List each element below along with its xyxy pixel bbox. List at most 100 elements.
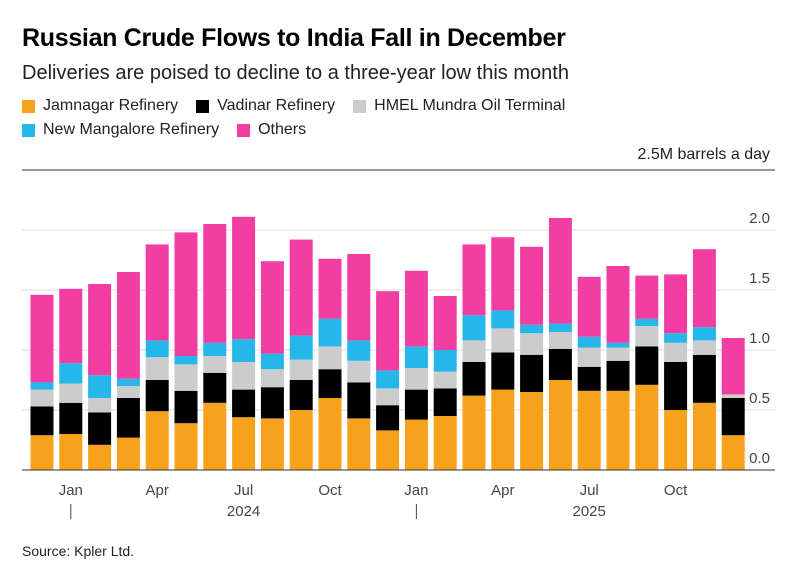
bar-segment	[606, 360, 630, 391]
bar-segment	[520, 324, 544, 334]
bar-segment	[203, 224, 227, 343]
legend-swatch-vadinar	[196, 99, 210, 113]
bar-segment	[116, 398, 140, 438]
bar-segment	[433, 388, 457, 416]
bar-segment	[404, 270, 428, 347]
bar-segment	[232, 216, 256, 340]
bar-segment	[145, 340, 169, 358]
legend: Jamnagar Refinery Vadinar Refinery HMEL …	[22, 95, 762, 143]
bar-segment	[116, 386, 140, 398]
bar-segment	[59, 434, 83, 470]
bar-segment	[404, 346, 428, 368]
legend-row-2: New Mangalore Refinery Others	[22, 119, 762, 141]
bar-segment	[347, 360, 371, 383]
bar-segment	[548, 218, 572, 324]
bar-segment	[145, 411, 169, 470]
bar-segment	[606, 347, 630, 361]
bar-segment	[606, 390, 630, 470]
legend-swatch-jamnagar	[22, 99, 35, 113]
bar-segment	[577, 276, 601, 337]
bar-segment	[491, 328, 515, 353]
bar-segment	[692, 402, 716, 470]
bar-segment	[232, 339, 256, 362]
bar-segment	[260, 387, 284, 419]
bar-segment	[635, 275, 659, 319]
bar-segment	[606, 342, 630, 348]
bar-segment	[289, 380, 313, 410]
bar-segment	[88, 375, 112, 398]
bar-segment	[577, 347, 601, 367]
bar-segment	[30, 294, 54, 383]
bar-segment	[289, 239, 313, 336]
bar-segment	[174, 364, 198, 391]
bar-segment	[289, 359, 313, 380]
bar-segment	[376, 405, 400, 431]
bar-segment	[433, 371, 457, 389]
bar-segment	[318, 258, 342, 319]
chart-subtitle: Deliveries are poised to decline to a th…	[22, 62, 569, 84]
bar-segment	[116, 272, 140, 379]
legend-label-jamnagar: Jamnagar Refinery	[43, 97, 179, 114]
bar-segment	[318, 398, 342, 470]
bar-segment	[520, 246, 544, 325]
legend-item-jamnagar: Jamnagar Refinery	[22, 97, 178, 115]
bar-segment	[577, 336, 601, 348]
bar-segment	[721, 398, 745, 436]
bar-segment	[520, 333, 544, 355]
x-tick-label: Jul	[580, 482, 599, 499]
bar-segment	[376, 430, 400, 470]
bar-segment	[174, 390, 198, 424]
bar-segment	[145, 380, 169, 412]
bar-segment	[577, 366, 601, 391]
bar-segment	[59, 363, 83, 384]
legend-item-others: Others	[237, 121, 306, 139]
bar-segment	[318, 369, 342, 398]
bar-segment	[462, 395, 486, 470]
bar-segment	[203, 342, 227, 356]
bar-segment	[88, 398, 112, 413]
x-tick-label: Jan	[59, 482, 83, 499]
bar-segment	[376, 388, 400, 406]
bar-segment	[88, 444, 112, 470]
y-tick-label: 2.0	[749, 210, 770, 227]
bar-segment	[88, 284, 112, 376]
year-label: 2025	[573, 503, 606, 520]
legend-label-vadinar: Vadinar Refinery	[217, 97, 336, 114]
bar-segment	[30, 435, 54, 470]
bar-segment	[347, 254, 371, 341]
bar-segment	[376, 291, 400, 371]
bar-segment	[116, 437, 140, 470]
bar-segment	[491, 389, 515, 470]
bar-segment	[174, 356, 198, 365]
bar-segment	[664, 274, 688, 334]
x-tick-label: Jan	[404, 482, 428, 499]
bar-segment	[664, 333, 688, 343]
bar-segment	[692, 340, 716, 355]
bar-segment	[664, 362, 688, 410]
legend-item-vadinar: Vadinar Refinery	[196, 97, 335, 115]
bar-segment	[203, 356, 227, 373]
bar-segment	[145, 357, 169, 380]
bar-segment	[664, 410, 688, 470]
bar-segment	[404, 419, 428, 470]
bar-segment	[232, 417, 256, 470]
bar-segment	[433, 350, 457, 372]
bar-segment	[318, 318, 342, 347]
bar-segment	[260, 418, 284, 470]
bar-segment	[318, 346, 342, 370]
bar-segment	[404, 389, 428, 420]
bar-segment	[491, 310, 515, 329]
bar-segment	[548, 348, 572, 380]
bar-segment	[59, 383, 83, 403]
legend-swatch-mangalore	[22, 123, 35, 137]
source-note: Source: Kpler Ltd.	[22, 543, 135, 559]
bar-segment	[174, 423, 198, 470]
year-label: 2024	[227, 503, 260, 520]
bar-segment	[548, 323, 572, 332]
bar-segment	[30, 389, 54, 407]
legend-row-1: Jamnagar Refinery Vadinar Refinery HMEL …	[22, 95, 762, 117]
bar-segment	[721, 435, 745, 470]
legend-label-mangalore: New Mangalore Refinery	[43, 121, 220, 138]
bar-segment	[174, 232, 198, 356]
bar-segment	[260, 369, 284, 388]
